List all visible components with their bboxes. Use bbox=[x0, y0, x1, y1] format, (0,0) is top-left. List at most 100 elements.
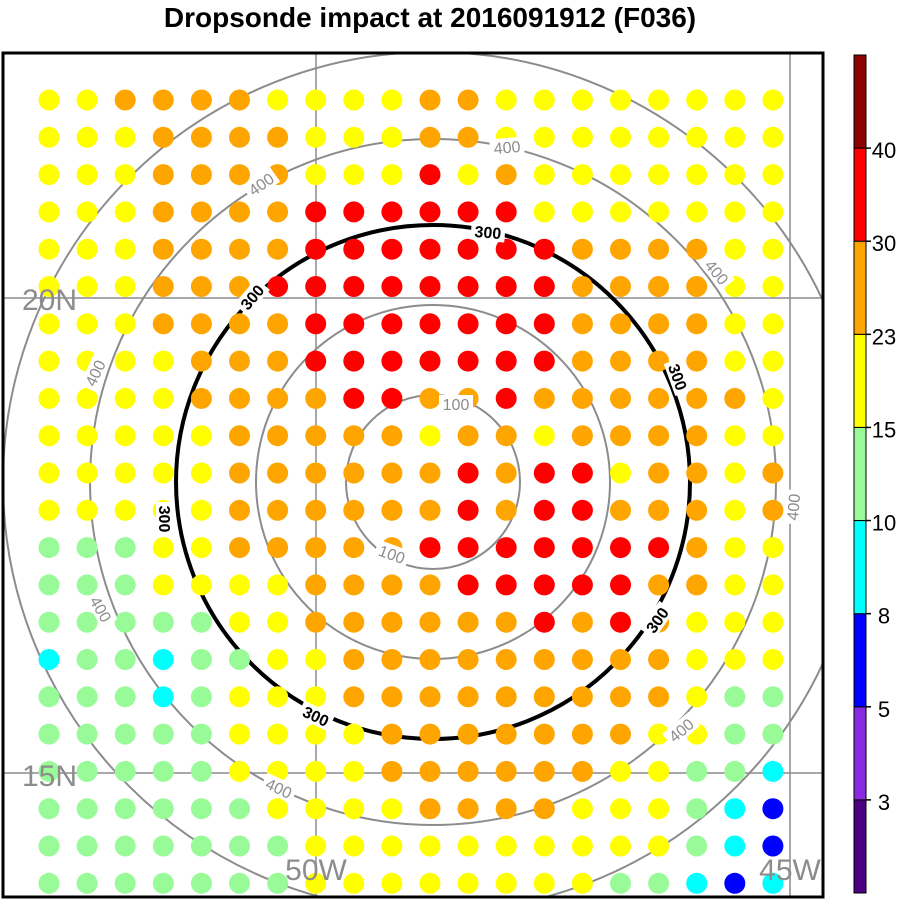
impact-dot bbox=[267, 611, 289, 633]
impact-dot bbox=[724, 798, 746, 820]
impact-dot bbox=[533, 798, 555, 820]
impact-dot bbox=[533, 387, 555, 409]
impact-dot bbox=[114, 611, 136, 633]
impact-dot bbox=[114, 238, 136, 260]
impact-dot bbox=[495, 760, 517, 782]
impact-dot bbox=[190, 201, 212, 223]
impact-dot bbox=[495, 686, 517, 708]
impact-dot bbox=[305, 462, 327, 484]
impact-dot bbox=[686, 760, 708, 782]
impact-dot bbox=[419, 611, 441, 633]
impact-dot bbox=[686, 126, 708, 148]
impact-dot bbox=[571, 387, 593, 409]
impact-dot bbox=[152, 649, 174, 670]
impact-dot bbox=[571, 313, 593, 335]
impact-dot bbox=[724, 723, 746, 745]
impact-dot bbox=[114, 723, 136, 745]
impact-dot bbox=[686, 574, 708, 596]
impact-dot bbox=[648, 537, 670, 559]
impact-dot bbox=[38, 872, 60, 894]
impact-dot bbox=[267, 872, 289, 894]
impact-dot bbox=[495, 387, 517, 409]
impact-dot bbox=[457, 89, 479, 111]
impact-dot bbox=[305, 537, 327, 559]
impact-dot bbox=[724, 611, 746, 633]
impact-dot bbox=[610, 611, 631, 633]
impact-dot bbox=[305, 238, 327, 260]
impact-dot bbox=[76, 462, 98, 484]
impact-dot bbox=[457, 164, 479, 186]
impact-dot bbox=[305, 313, 327, 335]
impact-dot bbox=[229, 537, 250, 559]
impact-dot bbox=[571, 238, 593, 260]
impact-dot bbox=[495, 499, 517, 521]
impact-dot bbox=[648, 835, 670, 857]
impact-dot bbox=[381, 89, 403, 111]
impact-dot bbox=[648, 574, 670, 596]
map-plot-area: 1001003003003003003003004004004004004004… bbox=[3, 53, 823, 897]
impact-dot bbox=[457, 313, 479, 335]
impact-dot bbox=[495, 313, 517, 335]
impact-dot bbox=[648, 313, 670, 335]
impact-dot bbox=[419, 499, 441, 521]
impact-dot bbox=[229, 611, 250, 633]
impact-dot bbox=[610, 537, 631, 559]
impact-dot bbox=[724, 649, 746, 670]
colorbar-tick-label: 8 bbox=[878, 604, 890, 629]
impact-dot bbox=[457, 649, 479, 670]
colorbar-box bbox=[853, 147, 867, 242]
impact-dot bbox=[419, 574, 441, 596]
impact-dot bbox=[114, 835, 136, 857]
impact-dot bbox=[343, 276, 365, 297]
impact-dot bbox=[457, 276, 479, 297]
impact-dot bbox=[533, 723, 555, 745]
impact-dot bbox=[686, 872, 708, 894]
impact-dot bbox=[724, 499, 746, 521]
impact-dot bbox=[152, 798, 174, 820]
impact-dot bbox=[114, 686, 136, 708]
impact-dot bbox=[610, 164, 631, 186]
impact-dot bbox=[762, 89, 784, 111]
impact-dot bbox=[724, 89, 746, 111]
impact-dot bbox=[229, 462, 250, 484]
impact-dot bbox=[495, 574, 517, 596]
impact-dot bbox=[76, 798, 98, 820]
impact-dot bbox=[457, 126, 479, 148]
impact-dot bbox=[724, 350, 746, 372]
impact-dot bbox=[610, 649, 631, 670]
impact-dot bbox=[648, 723, 670, 745]
impact-dot bbox=[343, 164, 365, 186]
impact-dot bbox=[267, 276, 289, 297]
impact-dot bbox=[686, 537, 708, 559]
impact-dot bbox=[229, 350, 250, 372]
impact-dot bbox=[762, 387, 784, 409]
impact-dot bbox=[648, 649, 670, 670]
impact-dot bbox=[533, 611, 555, 633]
impact-dot bbox=[381, 425, 403, 447]
impact-dot bbox=[610, 89, 631, 111]
impact-dot bbox=[495, 350, 517, 372]
impact-dot bbox=[610, 798, 631, 820]
impact-dot bbox=[152, 462, 174, 484]
impact-dot bbox=[762, 201, 784, 223]
impact-dot bbox=[305, 201, 327, 223]
impact-dot bbox=[533, 313, 555, 335]
impact-dot bbox=[152, 835, 174, 857]
impact-dot bbox=[114, 798, 136, 820]
impact-dot bbox=[571, 611, 593, 633]
impact-dot bbox=[381, 126, 403, 148]
impact-dot bbox=[381, 462, 403, 484]
impact-dot bbox=[343, 201, 365, 223]
impact-dot bbox=[762, 723, 784, 745]
impact-dot bbox=[343, 686, 365, 708]
impact-dot bbox=[533, 537, 555, 559]
impact-dot bbox=[419, 760, 441, 782]
impact-dot bbox=[762, 760, 784, 782]
impact-dot bbox=[648, 760, 670, 782]
impact-dot bbox=[381, 723, 403, 745]
impact-dot bbox=[571, 760, 593, 782]
impact-dot bbox=[762, 872, 784, 894]
longitude-label-45W: 45W bbox=[759, 854, 821, 887]
svg-text:300: 300 bbox=[155, 506, 172, 533]
impact-dot bbox=[38, 537, 60, 559]
